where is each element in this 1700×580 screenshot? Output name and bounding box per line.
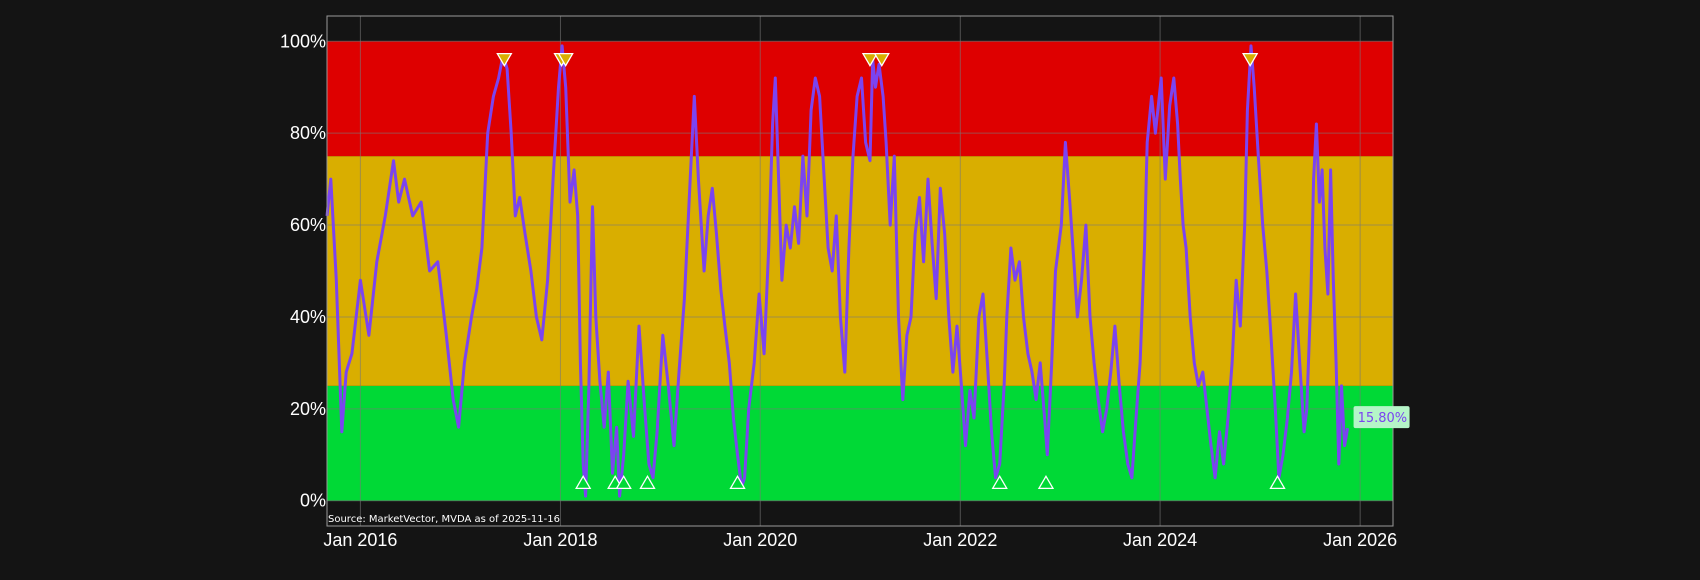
x-tick-label: Jan 2024 bbox=[1123, 530, 1197, 550]
x-tick-label: Jan 2016 bbox=[323, 530, 397, 550]
bottom-signal-marker bbox=[1037, 475, 1055, 490]
last-value-label: 15.80% bbox=[1358, 411, 1408, 426]
y-tick-label: 0% bbox=[300, 491, 326, 511]
top-signal-marker bbox=[861, 52, 879, 67]
top-signal-marker bbox=[557, 52, 574, 67]
source-note: Source: MarketVector, MVDA as of 2025-11… bbox=[328, 514, 560, 525]
bottom-signal-marker bbox=[575, 475, 592, 490]
series-line-group bbox=[325, 44, 1350, 498]
plot-frame bbox=[326, 15, 1394, 527]
grid-lines bbox=[327, 16, 1393, 526]
y-tick-label: 20% bbox=[290, 399, 326, 419]
top-signal-marker bbox=[496, 52, 513, 67]
bottom-signal-marker bbox=[615, 475, 632, 490]
signal-markers bbox=[496, 52, 1286, 490]
y-tick-label: 100% bbox=[280, 31, 326, 51]
x-axis-ticks: Jan 2016 Jan 2018 Jan 2020 Jan 2022 Jan 2024… bbox=[323, 530, 1397, 550]
bottom-signal-marker bbox=[729, 475, 746, 490]
x-tick-label: Jan 2026 bbox=[1323, 530, 1397, 550]
zone-band-1 bbox=[327, 156, 1393, 386]
y-axis-ticks: 0% 20% 40% 60% 80% 100% bbox=[280, 31, 326, 510]
y-tick-label: 60% bbox=[290, 215, 326, 235]
top-signal-marker bbox=[873, 52, 890, 67]
zone-bands bbox=[327, 16, 1393, 526]
zone-band-0 bbox=[327, 385, 1393, 501]
bottom-signal-marker bbox=[639, 475, 656, 490]
series-line-0 bbox=[325, 44, 1350, 498]
y-tick-label: 80% bbox=[290, 123, 326, 143]
x-tick-label: Jan 2020 bbox=[723, 530, 797, 550]
x-tick-label: Jan 2018 bbox=[523, 530, 597, 550]
x-tick-label: Jan 2022 bbox=[923, 530, 997, 550]
last-value-box bbox=[1353, 406, 1410, 429]
top-signal-marker bbox=[1242, 52, 1259, 67]
y-tick-label: 40% bbox=[290, 307, 326, 327]
bottom-signal-marker bbox=[1269, 475, 1286, 490]
bottom-signal-marker bbox=[991, 475, 1008, 490]
